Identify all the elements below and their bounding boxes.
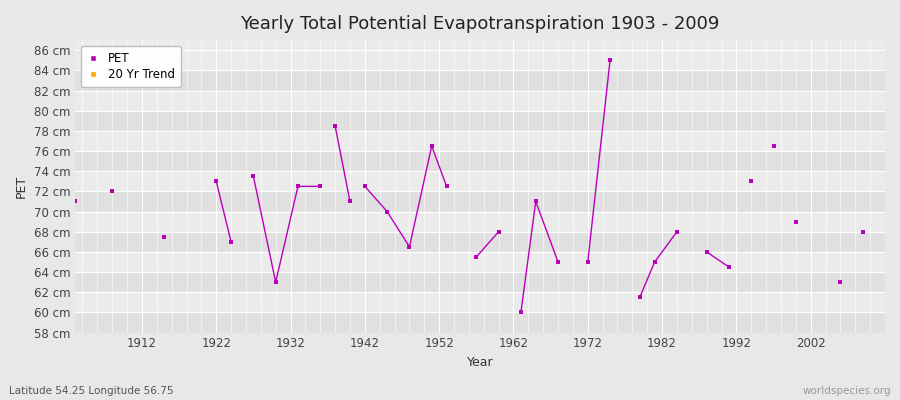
Point <box>491 228 506 235</box>
Point <box>856 228 870 235</box>
Bar <box>75 151 885 171</box>
Bar <box>75 111 885 131</box>
Bar <box>75 70 885 90</box>
Point <box>699 249 714 255</box>
Point <box>439 183 454 190</box>
Point <box>268 279 283 285</box>
Bar <box>75 292 885 312</box>
Point <box>247 173 261 180</box>
Point <box>425 143 439 149</box>
Point <box>580 259 595 265</box>
Legend: PET, 20 Yr Trend: PET, 20 Yr Trend <box>81 46 181 87</box>
X-axis label: Year: Year <box>467 356 493 369</box>
Point <box>105 188 120 194</box>
Bar <box>75 232 885 252</box>
Point <box>744 178 759 184</box>
Point <box>380 208 394 215</box>
Point <box>402 244 417 250</box>
Bar <box>75 252 885 272</box>
Text: worldspecies.org: worldspecies.org <box>803 386 891 396</box>
Point <box>313 183 328 190</box>
Point <box>833 279 848 285</box>
Bar <box>75 131 885 151</box>
Text: Latitude 54.25 Longitude 56.75: Latitude 54.25 Longitude 56.75 <box>9 386 174 396</box>
Bar <box>75 272 885 292</box>
Point <box>68 198 82 205</box>
Point <box>514 309 528 316</box>
Point <box>722 264 736 270</box>
Point <box>291 183 305 190</box>
Bar <box>75 171 885 191</box>
Point <box>551 259 565 265</box>
Point <box>633 294 647 300</box>
Point <box>343 198 357 205</box>
Y-axis label: PET: PET <box>15 175 28 198</box>
Bar <box>75 212 885 232</box>
Point <box>647 259 662 265</box>
Point <box>357 183 372 190</box>
Point <box>670 228 684 235</box>
Point <box>788 218 803 225</box>
Point <box>224 239 238 245</box>
Point <box>603 57 617 64</box>
Point <box>766 143 780 149</box>
Bar <box>75 191 885 212</box>
Point <box>469 254 483 260</box>
Point <box>157 234 171 240</box>
Title: Yearly Total Potential Evapotranspiration 1903 - 2009: Yearly Total Potential Evapotranspiratio… <box>240 15 720 33</box>
Point <box>528 198 543 205</box>
Bar <box>75 90 885 111</box>
Point <box>209 178 223 184</box>
Point <box>328 123 342 129</box>
Bar <box>75 50 885 70</box>
Bar <box>75 312 885 332</box>
